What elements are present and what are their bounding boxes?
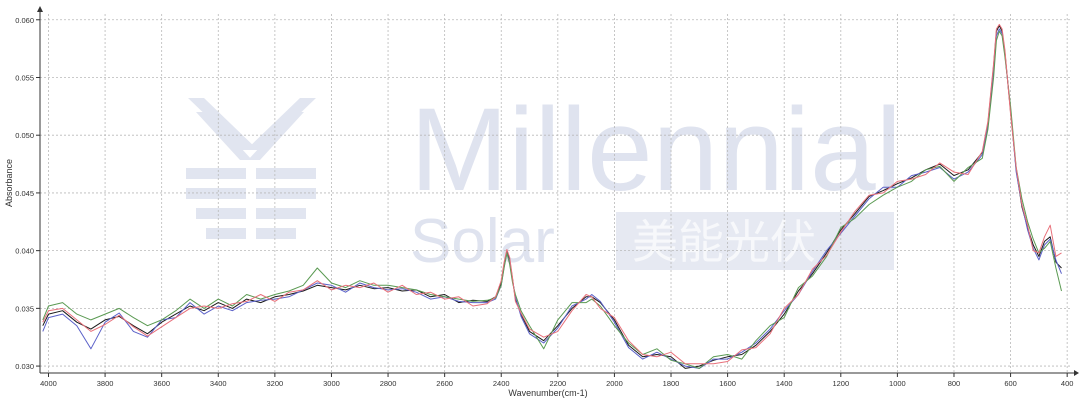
- axes: [37, 6, 1079, 376]
- x-tick-label: 2800: [380, 379, 397, 388]
- watermark-line2: Solar: [410, 207, 555, 276]
- x-tick-label: 3000: [323, 379, 340, 388]
- x-tick-label: 2000: [606, 379, 623, 388]
- watermark-logo: [186, 98, 316, 239]
- series-line-3: [42, 30, 1062, 369]
- x-axis-title: Wavenumber(cm-1): [508, 388, 587, 398]
- x-tick-label: 400: [1061, 379, 1074, 388]
- x-tick-label: 3600: [153, 379, 170, 388]
- y-axis-title: Absorbance: [4, 159, 14, 207]
- x-tick-label: 800: [948, 379, 961, 388]
- x-tick-label: 1800: [663, 379, 680, 388]
- series-line-4: [42, 23, 1062, 365]
- y-tick-label: 0.060: [15, 16, 34, 25]
- x-axis-arrow: [1074, 370, 1079, 376]
- x-tick-label: 1600: [719, 379, 736, 388]
- x-tick-label: 2600: [436, 379, 453, 388]
- x-tick-label: 1200: [832, 379, 849, 388]
- x-tick-label: 4000: [40, 379, 57, 388]
- x-tick-label: 2200: [549, 379, 566, 388]
- x-tick-label: 3400: [210, 379, 227, 388]
- series-group: [42, 23, 1062, 369]
- y-tick-label: 0.030: [15, 362, 34, 371]
- x-tick-label: 3800: [97, 379, 114, 388]
- ticks: 4000 3800 3600 3400 3200 3000 2800 2600 2400 2200…: [15, 16, 1073, 388]
- x-tick-label: 2400: [493, 379, 510, 388]
- watermark-cn: 美能光伏: [632, 215, 816, 269]
- x-tick-label: 600: [1004, 379, 1017, 388]
- watermark-line1: Millennial: [410, 84, 902, 216]
- y-axis-arrow: [37, 6, 43, 12]
- watermark: Millennial Solar 美能光伏: [186, 84, 902, 276]
- x-tick-label: 1400: [776, 379, 793, 388]
- x-tick-label: 3200: [267, 379, 284, 388]
- x-tick-label: 1000: [889, 379, 906, 388]
- y-tick-label: 0.040: [15, 247, 34, 256]
- y-tick-label: 0.055: [15, 73, 34, 82]
- y-tick-label: 0.045: [15, 189, 34, 198]
- y-tick-label: 0.050: [15, 131, 34, 140]
- y-tick-label: 0.035: [15, 304, 34, 313]
